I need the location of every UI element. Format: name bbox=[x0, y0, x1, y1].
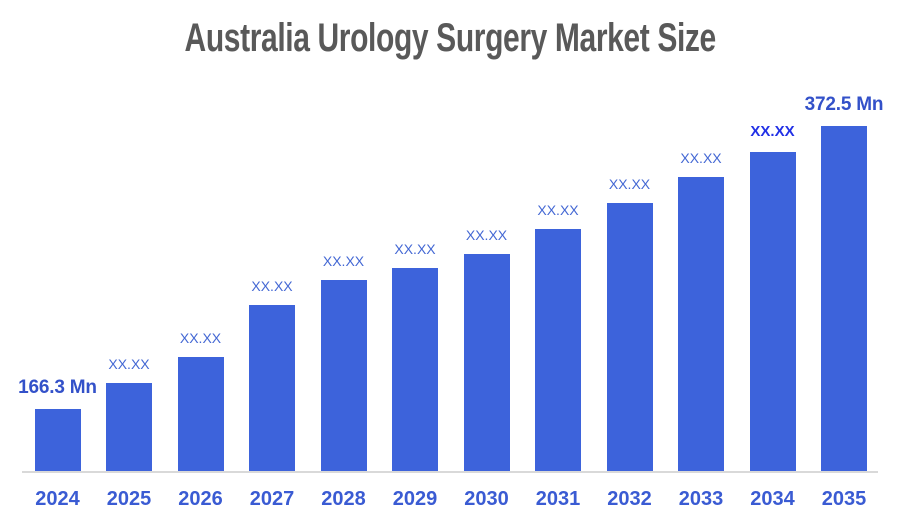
bar-2028 bbox=[320, 280, 367, 472]
x-tick-2030: 2030 bbox=[464, 488, 509, 510]
bar-2029 bbox=[392, 268, 438, 472]
value-label-2031: XX.XX bbox=[537, 201, 579, 218]
x-tick-2033: 2033 bbox=[678, 488, 724, 510]
bar-2031 bbox=[535, 229, 581, 472]
bar-2026 bbox=[177, 357, 224, 472]
x-tick-2027: 2027 bbox=[249, 488, 295, 510]
value-label-2034: XX.XX bbox=[750, 122, 795, 140]
value-label-2024: 166.3 Mn bbox=[18, 377, 97, 399]
x-tick-2029: 2029 bbox=[392, 488, 438, 510]
bar-2033 bbox=[678, 177, 724, 472]
x-tick-2025: 2025 bbox=[106, 488, 152, 510]
value-label-2025: XX.XX bbox=[108, 355, 150, 372]
chart-title-text: Australia Urology Surgery Market Size bbox=[184, 16, 716, 60]
x-tick-2034: 2034 bbox=[750, 488, 795, 510]
bar-2030 bbox=[463, 254, 510, 472]
bar-2032 bbox=[606, 203, 653, 472]
value-label-2028: XX.XX bbox=[322, 252, 365, 269]
x-tick-2028: 2028 bbox=[321, 488, 366, 510]
value-label-2032: XX.XX bbox=[608, 175, 651, 192]
x-tick-2035: 2035 bbox=[821, 488, 867, 510]
x-tick-2031: 2031 bbox=[535, 488, 581, 510]
bar-2034 bbox=[749, 152, 796, 472]
value-label-2027: XX.XX bbox=[251, 277, 293, 294]
chart-title: Australia Urology Surgery Market Size bbox=[0, 16, 900, 60]
value-label-2030: XX.XX bbox=[465, 226, 508, 243]
value-label-2035: 372.5 Mn bbox=[804, 94, 884, 116]
bar-2025 bbox=[106, 383, 152, 472]
bar-2035 bbox=[821, 126, 867, 472]
x-axis-line bbox=[22, 471, 878, 473]
bar-2024 bbox=[34, 409, 81, 472]
value-label-2029: XX.XX bbox=[394, 240, 436, 257]
value-label-2033: XX.XX bbox=[680, 149, 722, 166]
bar-2027 bbox=[249, 305, 295, 472]
x-tick-2032: 2032 bbox=[607, 488, 652, 510]
x-tick-2024: 2024 bbox=[35, 488, 80, 510]
x-tick-2026: 2026 bbox=[178, 488, 223, 510]
value-label-2026: XX.XX bbox=[179, 329, 222, 346]
